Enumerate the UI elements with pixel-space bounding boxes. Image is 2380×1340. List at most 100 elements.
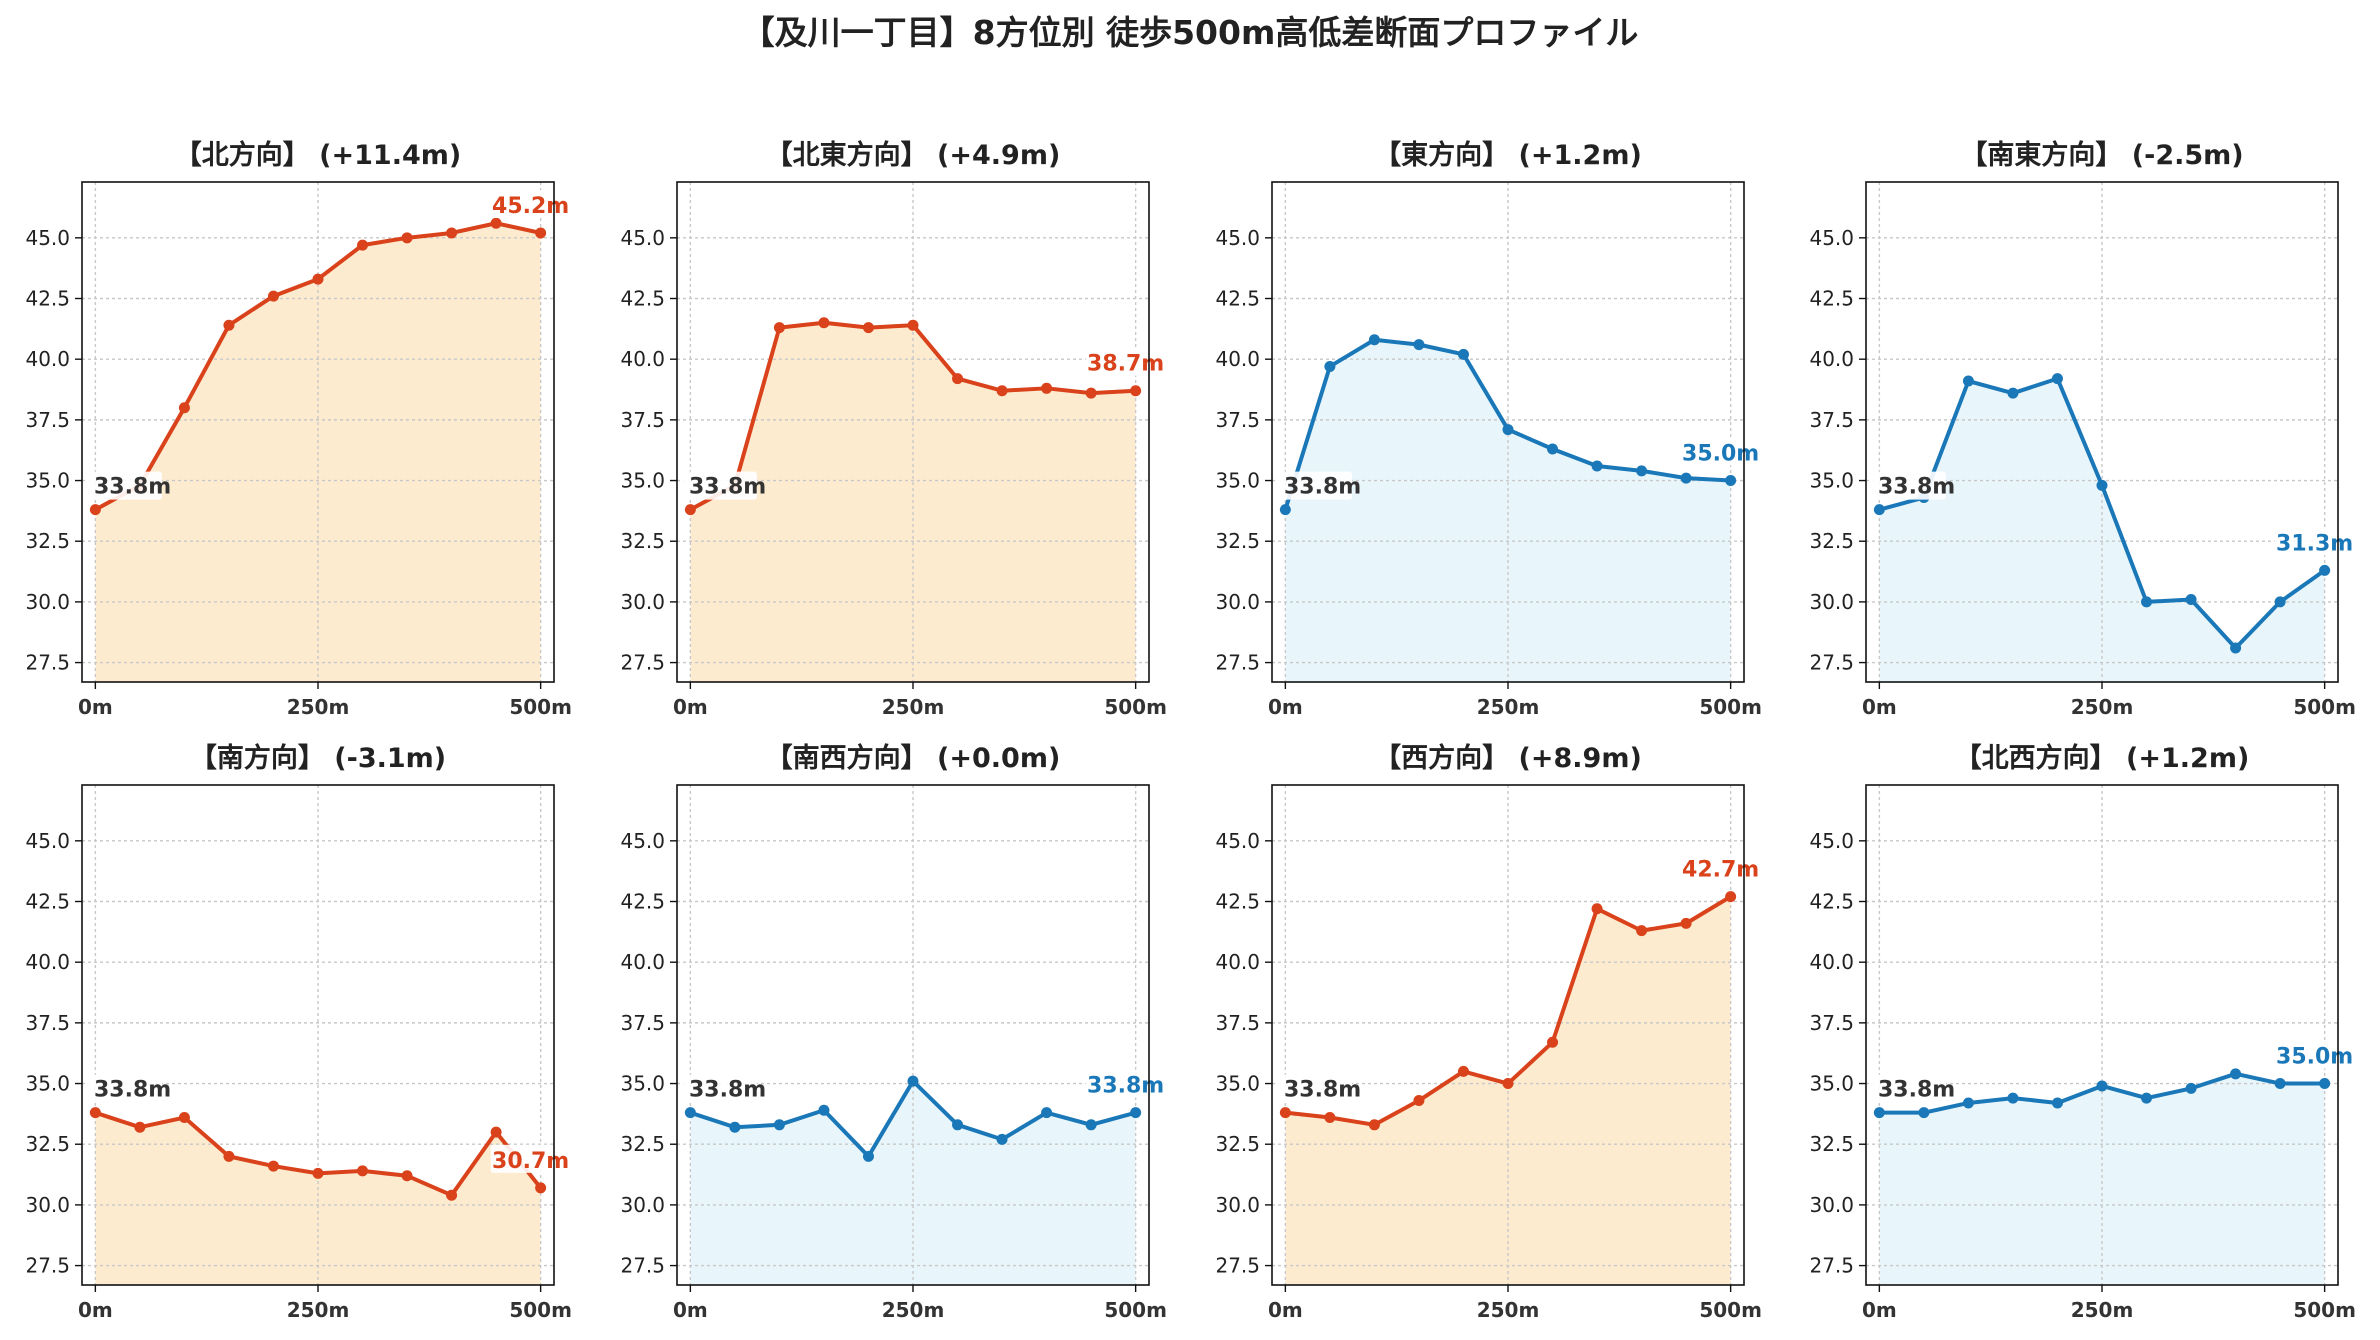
- data-point: [1502, 1078, 1514, 1090]
- data-point: [818, 1104, 830, 1116]
- data-point: [684, 504, 696, 516]
- plot-frame: [81, 181, 555, 683]
- y-tick-label: 37.5: [620, 408, 665, 432]
- data-point: [2230, 642, 2242, 654]
- data-point: [178, 402, 190, 414]
- x-tick-label: 500m: [509, 695, 572, 719]
- y-tick-label: 35.0: [1809, 1072, 1854, 1096]
- data-point: [1680, 472, 1692, 484]
- y-tick-label: 42.5: [1809, 890, 1854, 914]
- end-label-bg: [2274, 1040, 2355, 1069]
- profile-area: [1285, 896, 1731, 1285]
- y-tick-label: 27.5: [620, 1254, 665, 1278]
- data-point: [357, 239, 369, 251]
- data-point: [2051, 1097, 2063, 1109]
- y-tick-label: 40.0: [1809, 950, 1854, 974]
- plot-frame: [1271, 181, 1745, 683]
- y-tick-label: 32.5: [620, 1132, 665, 1156]
- y-tick-label: 35.0: [25, 1072, 70, 1096]
- end-label: 30.7m: [492, 1149, 569, 1174]
- chart-panel-4: 27.5 30.0 32.5 35.0 37.5 40.0 42.5 45.0 0m 250m 50…: [25, 742, 571, 1322]
- x-tick-label: 0m: [673, 695, 708, 719]
- data-point: [2007, 387, 2019, 399]
- data-point: [1130, 1107, 1142, 1119]
- data-point: [1413, 339, 1425, 351]
- data-point: [1502, 424, 1514, 436]
- y-tick-label: 30.0: [620, 1193, 665, 1217]
- x-tick-label: 500m: [509, 1298, 572, 1322]
- y-tick-label: 42.5: [620, 890, 665, 914]
- data-point: [1279, 1107, 1291, 1119]
- data-point: [1725, 891, 1737, 903]
- start-label-bg: [681, 1074, 757, 1103]
- panel-title: 【北東方向】 (+4.9m): [766, 139, 1061, 171]
- data-point: [223, 319, 235, 331]
- start-label-bg: [1276, 471, 1352, 500]
- y-tick-label: 40.0: [1215, 347, 1260, 371]
- panel-title: 【南西方向】 (+0.0m): [766, 742, 1061, 774]
- data-point: [1130, 385, 1142, 397]
- profile-area: [95, 1112, 541, 1285]
- data-point: [134, 1121, 146, 1133]
- y-tick-label: 45.0: [620, 829, 665, 853]
- x-tick-label: 500m: [1699, 1298, 1762, 1322]
- y-tick-label: 32.5: [1215, 529, 1260, 553]
- start-label: 33.8m: [94, 1078, 171, 1103]
- y-tick-label: 30.0: [25, 1193, 70, 1217]
- data-point: [1873, 504, 1885, 516]
- data-point: [1368, 334, 1380, 346]
- data-point: [490, 217, 502, 229]
- plot-frame: [676, 784, 1150, 1286]
- data-point: [1368, 1119, 1380, 1131]
- y-tick-label: 42.5: [1809, 287, 1854, 311]
- y-tick-label: 40.0: [620, 950, 665, 974]
- y-tick-label: 30.0: [1809, 1193, 1854, 1217]
- chart-panel-2: 27.5 30.0 32.5 35.0 37.5 40.0 42.5 45.0 0m 250m 50…: [1215, 139, 1761, 719]
- profile-area: [1879, 1073, 2325, 1285]
- data-point: [1591, 460, 1603, 472]
- data-point: [996, 385, 1008, 397]
- data-point: [1547, 1036, 1559, 1048]
- x-tick-label: 250m: [1477, 1298, 1540, 1322]
- y-tick-label: 27.5: [620, 651, 665, 675]
- y-tick-label: 30.0: [620, 590, 665, 614]
- data-point: [2185, 593, 2197, 605]
- y-tick-label: 40.0: [620, 347, 665, 371]
- y-tick-label: 42.5: [1215, 287, 1260, 311]
- data-point: [1873, 1107, 1885, 1119]
- data-point: [446, 227, 458, 239]
- x-tick-label: 0m: [673, 1298, 708, 1322]
- x-tick-label: 0m: [78, 695, 113, 719]
- data-point: [773, 1119, 785, 1131]
- x-tick-label: 250m: [2071, 1298, 2134, 1322]
- chart-panel-7: 27.5 30.0 32.5 35.0 37.5 40.0 42.5 45.0 0m 250m 50…: [1809, 742, 2355, 1322]
- start-label: 33.8m: [1878, 1078, 1955, 1103]
- data-point: [2319, 564, 2331, 576]
- y-tick-label: 30.0: [1215, 590, 1260, 614]
- data-point: [178, 1112, 190, 1124]
- end-label-bg: [1680, 853, 1761, 882]
- start-label-bg: [86, 471, 162, 500]
- data-point: [312, 273, 324, 285]
- start-label-bg: [1870, 471, 1946, 500]
- y-tick-label: 45.0: [25, 226, 70, 250]
- data-point: [907, 1075, 919, 1087]
- end-label: 45.2m: [492, 194, 569, 219]
- data-point: [2096, 1080, 2108, 1092]
- y-tick-label: 45.0: [1215, 226, 1260, 250]
- y-tick-label: 42.5: [1215, 890, 1260, 914]
- start-label-bg: [681, 471, 757, 500]
- y-tick-label: 37.5: [1215, 1011, 1260, 1035]
- chart-panel-5: 27.5 30.0 32.5 35.0 37.5 40.0 42.5 45.0 0m 250m 50…: [620, 742, 1166, 1322]
- y-tick-label: 40.0: [25, 347, 70, 371]
- y-tick-label: 37.5: [25, 1011, 70, 1035]
- data-point: [535, 1182, 547, 1194]
- y-tick-label: 27.5: [1809, 1254, 1854, 1278]
- y-tick-label: 40.0: [1809, 347, 1854, 371]
- data-point: [2230, 1068, 2242, 1080]
- x-tick-label: 500m: [2293, 1298, 2356, 1322]
- y-tick-label: 32.5: [1809, 1132, 1854, 1156]
- x-tick-label: 0m: [1862, 1298, 1897, 1322]
- panel-title: 【南方向】 (-3.1m): [190, 742, 446, 774]
- end-label: 42.7m: [1682, 858, 1759, 883]
